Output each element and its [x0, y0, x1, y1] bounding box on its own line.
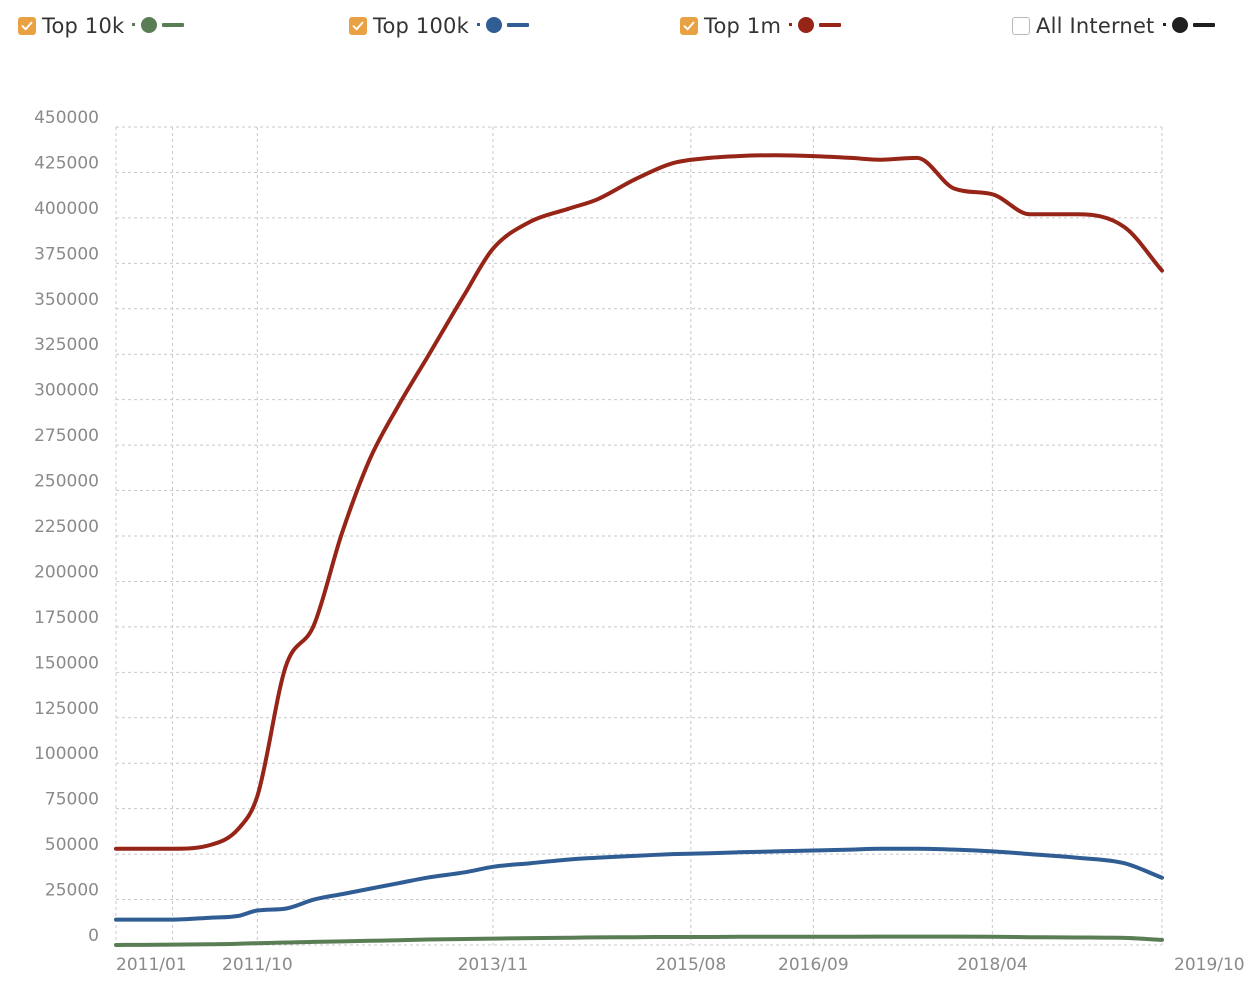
x-tick-label: 2019/10 — [1174, 955, 1245, 975]
line-dot-swatch — [1162, 17, 1215, 33]
y-tick-label: 0 — [88, 926, 99, 946]
legend-label: Top 10k — [42, 14, 125, 38]
x-tick-label: 2013/11 — [458, 955, 529, 975]
legend-item-top-10k[interactable]: Top 10k — [18, 12, 186, 40]
checkbox[interactable] — [349, 17, 367, 35]
y-tick-label: 325000 — [34, 335, 99, 355]
y-tick-label: 125000 — [34, 699, 99, 719]
legend-item-top-100k[interactable]: Top 100k — [349, 12, 531, 40]
legend-item-top-1m[interactable]: Top 1m — [680, 12, 843, 40]
y-tick-label: 350000 — [34, 290, 99, 310]
gridlines — [115, 126, 1163, 946]
y-tick-label: 100000 — [34, 744, 99, 764]
line-dot-swatch — [132, 17, 185, 33]
chart-legend: Top 10k Top 100k Top 1m All Internet — [0, 0, 1252, 56]
x-tick-label: 2011/01 — [116, 955, 187, 975]
y-tick-label: 425000 — [34, 153, 99, 173]
x-tick-label: 2011/10 — [222, 955, 293, 975]
legend-label: Top 100k — [373, 14, 469, 38]
line-dot-swatch — [476, 17, 529, 33]
x-tick-label: 2015/08 — [656, 955, 727, 975]
series-line-top-100k — [114, 846, 1164, 922]
y-tick-label: 450000 — [34, 108, 99, 128]
series-lines — [114, 153, 1164, 947]
x-axis-ticks: 2011/01 2011/10 2013/11 2015/08 2016/09 2018/… — [116, 955, 1245, 975]
legend-item-all-internet[interactable]: All Internet — [1012, 12, 1217, 40]
y-tick-label: 200000 — [34, 562, 99, 582]
y-tick-label: 275000 — [34, 426, 99, 446]
y-tick-label: 250000 — [34, 472, 99, 492]
checkbox[interactable] — [1012, 17, 1030, 35]
series-line-top-10k — [114, 934, 1164, 947]
y-tick-label: 150000 — [34, 653, 99, 673]
y-axis-ticks: 0 25000 50000 75000 100000 125000 150000 175000… — [34, 108, 99, 946]
legend-label: All Internet — [1036, 14, 1155, 38]
series-line-top-1m — [114, 153, 1164, 851]
checkbox[interactable] — [18, 17, 36, 35]
line-dot-swatch — [789, 17, 842, 33]
y-tick-label: 50000 — [45, 835, 99, 855]
y-tick-label: 75000 — [45, 790, 99, 810]
legend-label: Top 1m — [704, 14, 782, 38]
y-tick-label: 225000 — [34, 517, 99, 537]
y-tick-label: 25000 — [45, 881, 99, 901]
y-tick-label: 175000 — [34, 608, 99, 628]
x-tick-label: 2018/04 — [957, 955, 1028, 975]
y-tick-label: 300000 — [34, 381, 99, 401]
y-tick-label: 375000 — [34, 244, 99, 264]
checkbox[interactable] — [680, 17, 698, 35]
x-tick-label: 2016/09 — [778, 955, 849, 975]
y-tick-label: 400000 — [34, 199, 99, 219]
